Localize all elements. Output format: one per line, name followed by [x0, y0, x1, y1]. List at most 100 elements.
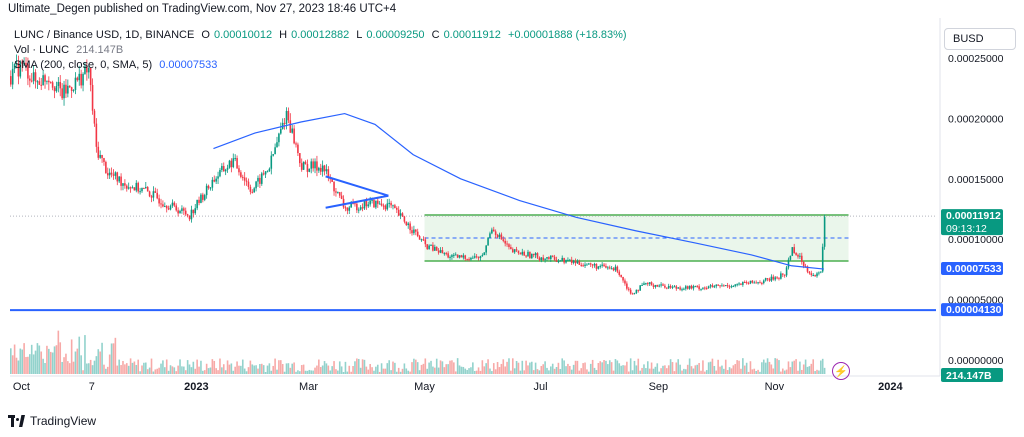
volume-bar — [802, 364, 805, 374]
volume-bar — [150, 358, 153, 374]
candle-body — [67, 85, 69, 94]
volume-bar — [671, 362, 674, 374]
candle-body — [580, 264, 583, 266]
candle-body — [664, 285, 666, 288]
candle-body — [280, 128, 282, 134]
volume-bar — [304, 370, 307, 374]
volume-bar — [226, 360, 229, 374]
volume-bar — [395, 371, 398, 374]
volume-bar — [605, 360, 607, 374]
volume-bar — [285, 363, 288, 374]
candle-body — [340, 195, 343, 199]
volume-bar — [772, 368, 775, 374]
candle-body — [264, 171, 267, 175]
candle-body — [679, 287, 681, 290]
volume-bar — [675, 362, 678, 374]
volume-bar — [10, 348, 12, 374]
volume-bar — [19, 348, 22, 374]
volume-bar — [110, 343, 113, 374]
volume-bar — [356, 358, 358, 374]
volume-bar — [726, 370, 729, 374]
candle-body — [202, 194, 204, 200]
volume-bar — [177, 365, 179, 374]
candle-body — [707, 286, 710, 289]
volume-bar — [293, 362, 295, 374]
candle-body — [616, 266, 619, 272]
sma-label[interactable]: SMA (200, close, 0, SMA, 5) — [14, 59, 153, 71]
candle-body — [671, 286, 674, 288]
volume-bar — [74, 351, 77, 374]
candle-body — [21, 61, 24, 64]
volume-bar — [667, 365, 670, 374]
candle-body — [424, 239, 427, 245]
volume-bar — [118, 359, 120, 374]
volume-bar — [21, 349, 24, 374]
volume-bar — [167, 370, 170, 374]
volume-bar — [80, 355, 82, 374]
flash-icon[interactable]: ⚡ — [832, 362, 850, 380]
volume-bar — [732, 365, 735, 374]
candle-body — [578, 261, 581, 265]
volume-bar — [428, 362, 430, 374]
candle-body — [462, 255, 465, 258]
volume-bar — [184, 370, 187, 374]
candle-body — [335, 191, 337, 193]
candle-body — [447, 253, 449, 258]
triangle-lower-line[interactable] — [325, 194, 389, 209]
price-chart[interactable]: 0.000000000.000050000.000100000.00015000… — [0, 18, 1024, 406]
candle-body — [795, 253, 797, 255]
candle-body — [397, 209, 400, 216]
volume-bar — [51, 352, 54, 374]
candle-body — [365, 200, 368, 207]
volume-bar — [13, 344, 16, 374]
candle-body — [591, 264, 594, 266]
candle-body — [160, 203, 162, 205]
candle-body — [145, 187, 147, 189]
volume-bar — [262, 365, 265, 374]
volume-bar — [572, 364, 575, 374]
volume-bar — [424, 358, 427, 374]
candle-body — [821, 246, 824, 272]
volume-bar — [466, 369, 468, 374]
candle-body — [665, 287, 668, 289]
volume-bar — [114, 337, 117, 374]
volume-bar — [709, 361, 712, 374]
candle-body — [74, 77, 77, 91]
candle-body — [677, 287, 680, 289]
candle-body — [352, 203, 354, 205]
candle-body — [308, 168, 311, 172]
candle-body — [241, 176, 244, 178]
volume-bar — [319, 366, 322, 374]
volume-bar — [359, 367, 362, 374]
candle-body — [390, 202, 392, 206]
volume-bar — [544, 361, 546, 374]
triangle-upper-line[interactable] — [325, 175, 389, 197]
volume-bar — [435, 358, 438, 374]
candle-body — [175, 205, 178, 211]
volume-bar — [401, 368, 404, 374]
volume-bar — [646, 361, 649, 374]
volume-label[interactable]: Vol · LUNC — [14, 44, 70, 56]
candle-body — [550, 255, 552, 259]
volume-bar — [797, 370, 799, 374]
candle-body — [557, 261, 560, 263]
volume-bar — [780, 371, 782, 374]
candle-body — [25, 62, 27, 65]
candle-body — [318, 167, 320, 171]
candle-body — [167, 208, 170, 210]
volume-bar — [203, 370, 206, 374]
volume-bar — [538, 370, 541, 374]
sma-line[interactable] — [213, 112, 824, 270]
chart-legend: LUNC / Binance USD, 1D, BINANCE O 0.00010… — [14, 28, 631, 73]
volume-bar — [156, 368, 159, 374]
volume-bar — [550, 366, 552, 374]
volume-bar — [774, 358, 776, 374]
candle-body — [466, 258, 468, 260]
symbol-label[interactable]: LUNC / Binance USD, 1D, BINANCE — [14, 29, 195, 41]
currency-button[interactable]: BUSD — [944, 28, 1016, 50]
candle-body — [646, 283, 649, 285]
candle-body — [53, 87, 56, 92]
x-tick-label: 7 — [89, 381, 95, 393]
volume-bar — [603, 360, 605, 374]
volume-bar — [483, 366, 486, 374]
